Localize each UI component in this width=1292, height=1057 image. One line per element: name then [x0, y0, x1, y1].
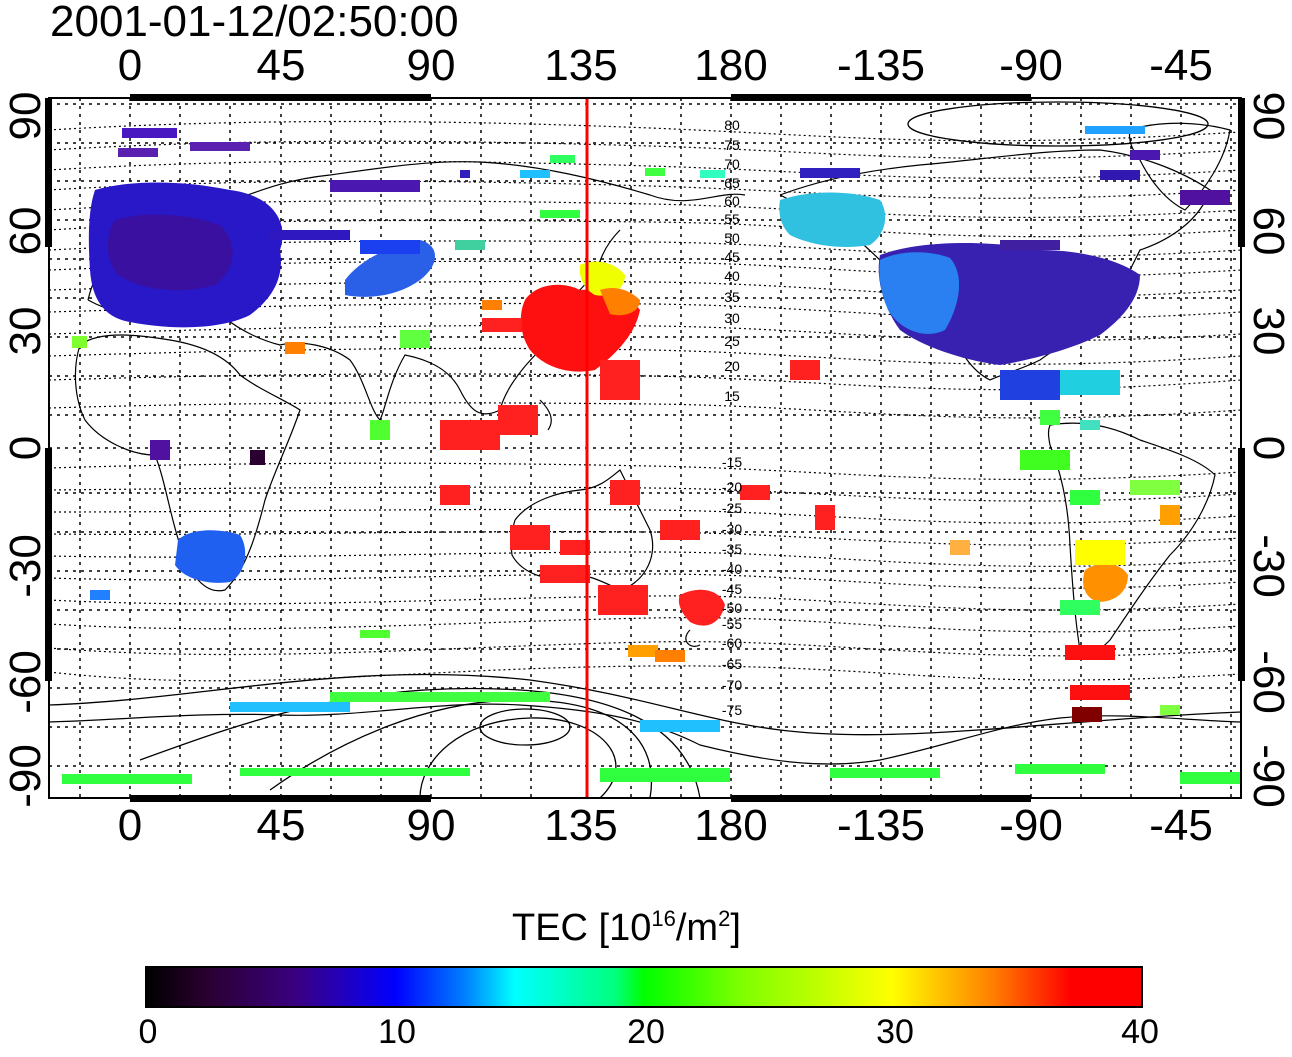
- bottom-x-tick: 135: [544, 801, 618, 850]
- timestamp-title: 2001-01-12/02:50:00: [50, 0, 459, 46]
- bottom-x-tick: -45: [1149, 801, 1213, 850]
- contour-label: -70: [722, 677, 742, 693]
- contour-label: -20: [722, 479, 742, 495]
- top-x-tick: -90: [999, 41, 1063, 90]
- colorbar-title-end: ]: [730, 907, 741, 949]
- colorbar-tick: 20: [627, 1013, 665, 1051]
- top-x-tick: 45: [256, 41, 306, 90]
- contour-label: -75: [722, 702, 742, 718]
- top-x-tick: 135: [544, 41, 618, 90]
- tec-patch-europe-core: [107, 214, 233, 291]
- contour-label: 60: [724, 193, 740, 209]
- tec-data-cells: [62, 126, 1240, 784]
- contour-label: -45: [722, 581, 742, 597]
- contour-label: -35: [722, 541, 742, 557]
- contour-label: -15: [722, 454, 742, 470]
- contour-label: -55: [722, 616, 742, 632]
- top-x-tick: 180: [694, 41, 768, 90]
- map-frame: [48, 97, 1242, 799]
- tec-colorbar: [145, 966, 1143, 1008]
- contour-label: -65: [722, 656, 742, 672]
- tec-patch-asia: [345, 240, 435, 297]
- top-x-tick: -45: [1149, 41, 1213, 90]
- contour-label: 70: [724, 156, 740, 172]
- contour-label: 15: [724, 388, 740, 404]
- bottom-x-tick: 0: [117, 801, 143, 850]
- bottom-x-tick: 90: [406, 801, 456, 850]
- bottom-x-tick: -90: [999, 801, 1063, 850]
- contour-labels: 80 75 70 65 60 55 50 45 40 35 30 25 20 1…: [722, 117, 742, 718]
- contour-label: 80: [724, 117, 740, 133]
- top-x-tick: -135: [836, 41, 926, 90]
- contour-label: 55: [724, 211, 740, 227]
- magnetic-contours: [49, 120, 1241, 682]
- contour-label: 25: [724, 333, 740, 349]
- colorbar-title-exponent: 16: [651, 906, 676, 931]
- colorbar-title-unit-exponent: 2: [718, 906, 731, 931]
- contour-label: -30: [722, 521, 742, 537]
- contour-label: -25: [722, 500, 742, 516]
- tec-patch-south-africa: [175, 530, 246, 583]
- contour-label: -40: [722, 561, 742, 577]
- contour-label: -60: [722, 635, 742, 651]
- colorbar-tick: 0: [138, 1013, 158, 1051]
- contour-label: -50: [722, 600, 742, 616]
- colorbar-title-text: TEC [10: [512, 907, 652, 949]
- colorbar-tick: 30: [876, 1013, 914, 1051]
- top-x-tick: 0: [117, 41, 143, 90]
- bottom-x-tick: 45: [256, 801, 306, 850]
- contour-label: 20: [724, 358, 740, 374]
- contour-label: 35: [724, 289, 740, 305]
- contour-label: 30: [724, 310, 740, 326]
- contour-label: 50: [724, 230, 740, 246]
- bottom-x-tick: -135: [836, 801, 926, 850]
- top-x-tick: 90: [406, 41, 456, 90]
- colorbar-title: TEC [1016/m2]: [512, 905, 741, 951]
- contour-label: 45: [724, 249, 740, 265]
- colorbar-tick: 10: [378, 1013, 416, 1051]
- colorbar-title-unit: /m: [675, 907, 719, 949]
- colorbar-tick: 40: [1121, 1013, 1159, 1051]
- contour-label: 65: [724, 175, 740, 191]
- contour-label: 40: [724, 268, 740, 284]
- bottom-x-tick: 180: [694, 801, 768, 850]
- contour-label: 75: [724, 137, 740, 153]
